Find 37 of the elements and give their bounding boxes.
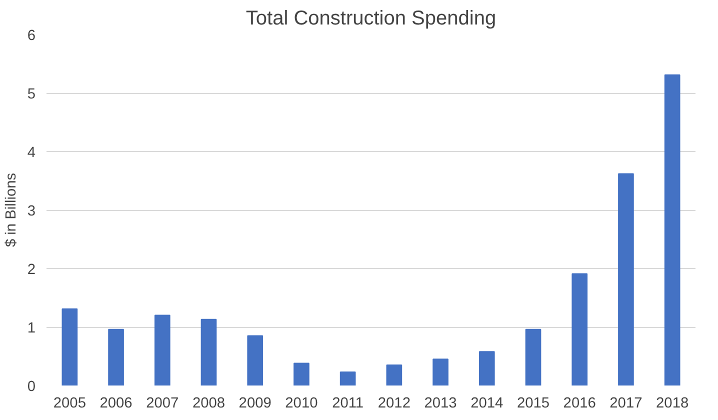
y-tick-label: 6 [27,28,36,44]
bar [618,173,634,386]
x-tick-label: 2015 [516,396,550,412]
y-tick-label: 5 [27,86,36,102]
bar [200,318,217,386]
bar [525,328,542,386]
x-tick-label: 2011 [332,396,364,412]
bar [154,314,170,386]
bar [386,364,402,386]
y-tick-label: 2 [27,262,36,278]
x-tick-label: 2009 [238,396,272,412]
x-tick-label: 2018 [656,396,689,412]
x-tick-label: 2013 [424,396,457,412]
x-tick-label: 2005 [53,396,86,412]
x-tick-label: 2008 [192,396,226,412]
x-tick-label: 2017 [610,396,642,412]
bar [432,358,448,386]
bar [340,372,356,386]
bar [108,328,124,386]
y-tick-label: 0 [27,379,36,395]
bar [247,335,264,386]
bar [62,308,78,386]
x-tick-label: 2007 [146,396,179,412]
bar [478,351,495,386]
x-tick-label: 2016 [563,396,596,412]
chart-title: Total Construction Spending [246,8,496,30]
x-tick-label: 2010 [285,396,318,412]
x-tick-label: 2014 [470,396,504,412]
y-tick-label: 3 [27,204,36,220]
y-axis-title: $ in Billions [3,172,20,248]
bar [572,273,588,386]
x-tick-label: 2006 [100,396,132,412]
y-tick-label: 1 [27,320,36,336]
x-tick-label: 2012 [378,396,410,412]
bar [294,362,310,386]
bar [664,74,680,386]
y-tick-label: 4 [27,145,36,161]
